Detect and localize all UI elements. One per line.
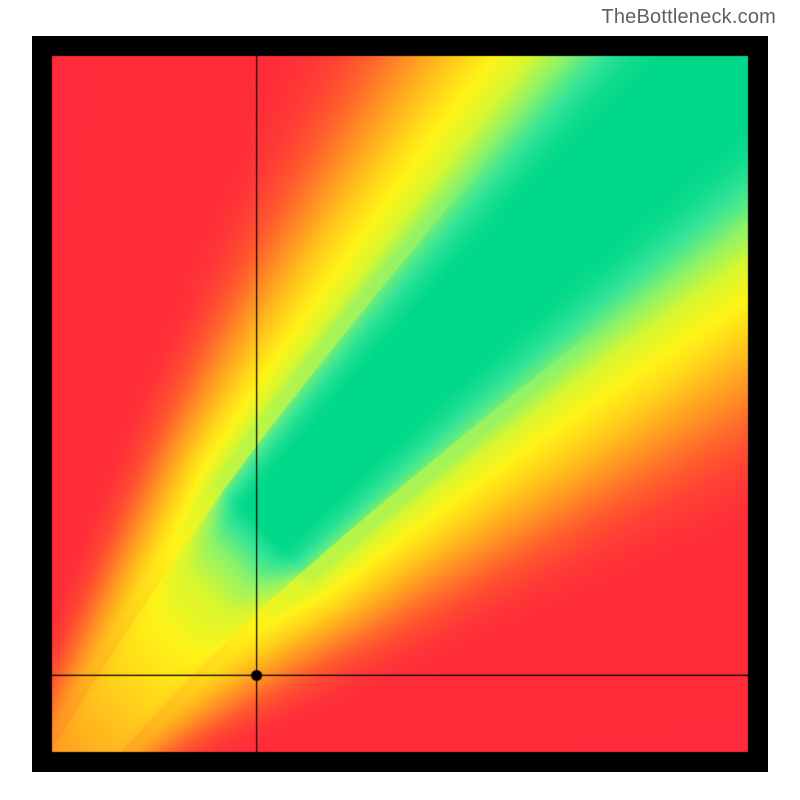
bottleneck-heatmap [32, 36, 768, 772]
chart-frame [32, 36, 768, 772]
attribution-text: TheBottleneck.com [601, 6, 776, 29]
chart-container: TheBottleneck.com [0, 0, 800, 800]
